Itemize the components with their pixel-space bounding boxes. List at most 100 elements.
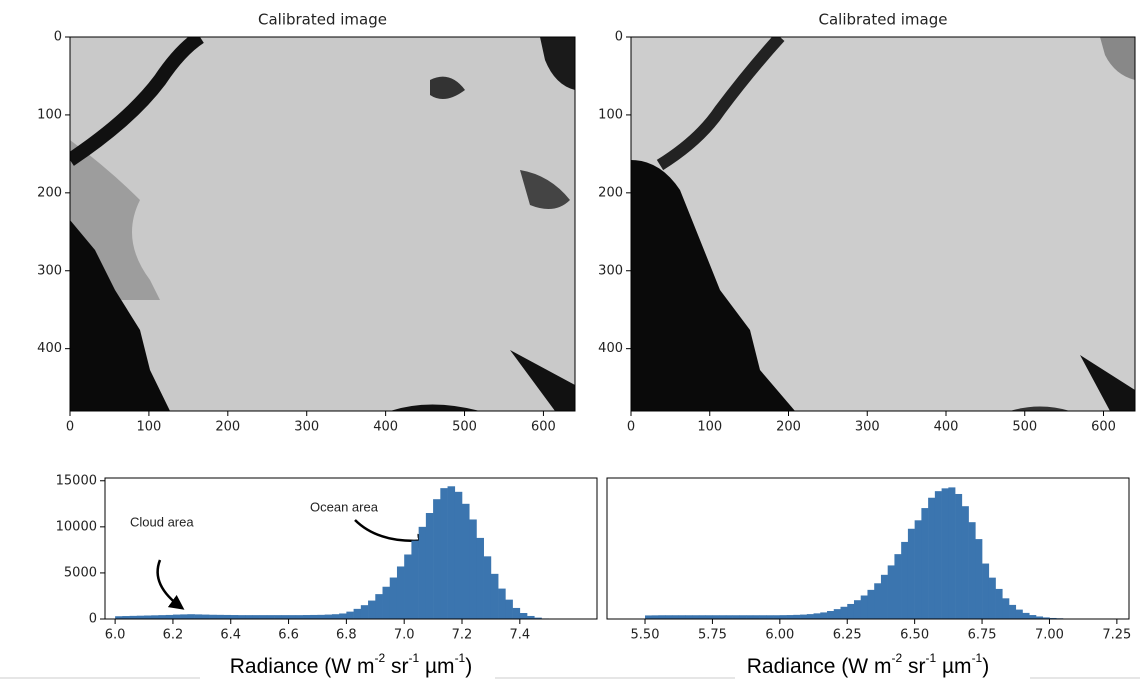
annotation: Cloud area: [130, 514, 194, 529]
y-tick-label: 100: [37, 107, 62, 122]
y-tick-label: 15000: [56, 473, 97, 488]
hist-bar: [209, 614, 217, 619]
y-tick-label: 200: [598, 185, 623, 200]
hist-bar: [527, 615, 535, 619]
hist-bar: [462, 503, 470, 619]
hist-bar: [266, 615, 275, 619]
hist-bar: [705, 615, 713, 619]
hist-bar: [158, 615, 167, 619]
hist-bar: [867, 589, 875, 619]
hist-bar: [975, 539, 983, 619]
x-tick-label: 200: [215, 420, 240, 435]
hist-bar: [874, 583, 882, 619]
hist-bar: [447, 486, 456, 619]
hist-bar: [698, 615, 706, 619]
hist-bar: [847, 603, 855, 619]
x-tick-label: 6.75: [968, 628, 997, 643]
x-tick-label: 7.00: [1035, 628, 1064, 643]
hist-bar: [793, 614, 801, 619]
hist-bar: [759, 615, 767, 619]
x-tick-label: 600: [1091, 420, 1116, 435]
hist-bar: [685, 615, 693, 619]
axes-frame: [104, 477, 598, 620]
hist-bar: [887, 565, 895, 619]
x-axis-label: Radiance (W m-2 sr-1 µm-1): [230, 651, 472, 677]
x-axis-label-part: Radiance (W m: [230, 655, 375, 678]
x-tick-label: 300: [855, 420, 880, 435]
hist-bar: [719, 615, 727, 619]
x-axis-label-part: Radiance (W m: [747, 655, 892, 678]
hist-bar: [490, 573, 499, 619]
hist-bar: [151, 615, 159, 619]
hist-bar: [281, 615, 289, 619]
hist-bar: [534, 617, 542, 619]
hist-bar: [180, 614, 188, 619]
hist-bar: [894, 554, 902, 619]
hist-bar: [223, 614, 232, 619]
x-tick-label: 5.50: [631, 628, 660, 643]
hist-bar: [820, 612, 828, 619]
x-tick-label: 5.75: [698, 628, 727, 643]
hist-bar: [914, 520, 922, 619]
hist-bar: [129, 615, 138, 619]
hist-bar: [122, 616, 130, 619]
hist-bar: [425, 513, 434, 619]
hist-bar: [382, 586, 391, 619]
hist-bar: [483, 556, 492, 619]
hist-bar: [995, 588, 1003, 619]
hist-bar: [948, 487, 956, 619]
x-axis-label-sup: -2: [891, 651, 902, 665]
hist-bar: [396, 566, 405, 619]
hist-bar: [201, 614, 210, 619]
hist-bar: [469, 519, 477, 619]
hist-bar: [194, 614, 203, 619]
x-axis-label-sup: -1: [972, 651, 983, 665]
hist-bar: [498, 588, 506, 619]
y-tick-label: 400: [598, 341, 623, 356]
hist-bar: [827, 611, 835, 619]
x-axis-label: Radiance (W m-2 sr-1 µm-1): [747, 651, 989, 677]
y-tick-label: 100: [598, 107, 623, 122]
x-tick-label: 6.4: [220, 628, 241, 643]
x-axis-label-part: sr: [385, 655, 408, 678]
axes-frame: [630, 36, 1136, 412]
annotation: Ocean area: [310, 499, 379, 514]
hist-bar: [725, 615, 733, 619]
hist-bar: [288, 615, 297, 619]
y-tick-label: 300: [37, 263, 62, 278]
hist-bar: [671, 615, 680, 619]
hist-bar: [1035, 616, 1044, 619]
hist-bar: [440, 488, 448, 619]
hist-bar: [353, 608, 362, 619]
hist-bar: [1029, 615, 1037, 619]
hist-bar: [389, 577, 398, 619]
hist-bar: [339, 613, 347, 619]
panel-title: Calibrated image: [818, 11, 947, 29]
hist-bar: [692, 615, 700, 619]
hist-bar: [1022, 612, 1030, 619]
hist-bar: [324, 614, 333, 619]
y-tick-label: 10000: [56, 519, 97, 534]
x-tick-label: 300: [294, 420, 319, 435]
hist-bar: [237, 615, 246, 619]
hist-bar: [144, 615, 152, 619]
hist-bar: [813, 613, 821, 619]
hist-bar: [245, 615, 253, 619]
hist-bar: [230, 615, 239, 619]
axes-frame: [606, 477, 1130, 620]
hist-bar: [840, 606, 848, 619]
hist-bar: [1042, 617, 1050, 619]
x-tick-label: 6.6: [278, 628, 299, 643]
hist-bar: [454, 491, 463, 619]
x-tick-label: 6.8: [336, 628, 357, 643]
hist-bar: [921, 508, 929, 619]
hist-bar: [433, 499, 441, 619]
hist-bar: [732, 615, 740, 619]
image-left: [70, 37, 575, 411]
hist-bar: [860, 595, 868, 619]
hist-bar: [512, 607, 521, 619]
hist-bar: [368, 600, 376, 619]
x-axis-label-part: sr: [902, 655, 925, 678]
x-axis-label-sup: -2: [374, 651, 385, 665]
